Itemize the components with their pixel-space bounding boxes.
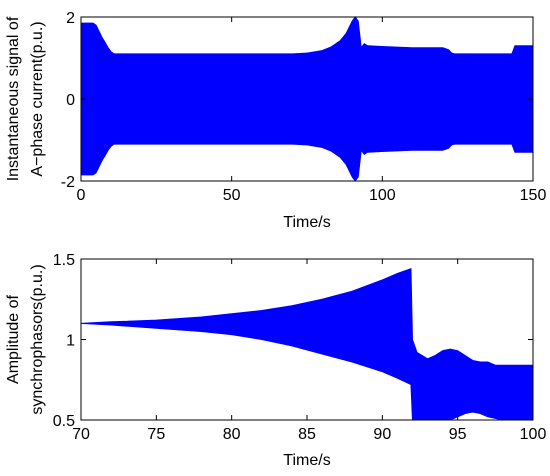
x-axis-label: Time/s xyxy=(283,214,330,231)
bottom-chart-panel: 70 75 80 85 90 95 100 0.5 1 1.5 Time/s Amplitude of… xyxy=(5,252,546,469)
x-axis-label: Time/s xyxy=(283,452,330,469)
x-tick-label: 0 xyxy=(77,187,86,204)
x-tick-label: 95 xyxy=(449,426,467,443)
y-axis-label-line: Instantaneous signal of xyxy=(5,16,22,181)
y-tick-label: 1 xyxy=(66,333,75,350)
y-axis-label-line: Amplitude of xyxy=(5,294,22,383)
x-tick-label: 50 xyxy=(223,187,241,204)
y-tick-label: 0.5 xyxy=(53,413,75,430)
y-axis-label-line: A−phase current(p.u.) xyxy=(29,21,46,176)
x-tick-label: 150 xyxy=(520,187,547,204)
x-tick-label: 85 xyxy=(298,426,316,443)
x-tick-label: 100 xyxy=(369,187,396,204)
x-tick-label: 90 xyxy=(373,426,391,443)
y-tick-label: 2 xyxy=(66,10,75,27)
y-tick-label: -2 xyxy=(61,174,75,191)
x-tick-label: 70 xyxy=(72,426,90,443)
x-tick-label: 80 xyxy=(223,426,241,443)
x-tick-label: 100 xyxy=(520,426,547,443)
y-tick-label: 0 xyxy=(66,92,75,109)
x-tick-label: 75 xyxy=(147,426,165,443)
y-axis-label-line: synchrophasors(p.u.) xyxy=(29,264,46,414)
y-tick-label: 1.5 xyxy=(53,252,75,269)
